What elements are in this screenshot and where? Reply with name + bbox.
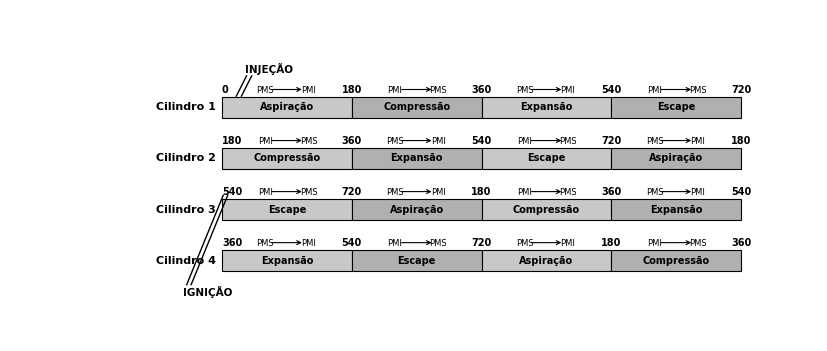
Text: PMI: PMI <box>691 137 705 146</box>
Bar <box>481 250 611 271</box>
Text: PMI: PMI <box>691 188 705 197</box>
Text: 180: 180 <box>222 136 242 146</box>
Text: IGNIÇÃO: IGNIÇÃO <box>184 286 233 298</box>
Text: 720: 720 <box>601 136 621 146</box>
Text: Expansão: Expansão <box>520 102 572 112</box>
Text: PMI: PMI <box>301 86 316 95</box>
Bar <box>351 97 481 118</box>
Text: PMS: PMS <box>646 137 663 146</box>
Bar <box>351 199 481 220</box>
Text: PMS: PMS <box>516 239 533 248</box>
Bar <box>481 97 611 118</box>
Text: 180: 180 <box>342 85 362 95</box>
Text: Expansão: Expansão <box>261 256 313 266</box>
Text: Compressão: Compressão <box>643 256 710 266</box>
Bar <box>611 97 741 118</box>
Text: Aspiração: Aspiração <box>390 205 444 214</box>
Text: 180: 180 <box>601 238 622 248</box>
Text: Compressão: Compressão <box>383 102 450 112</box>
Text: PMI: PMI <box>518 188 533 197</box>
Text: 540: 540 <box>731 187 751 197</box>
Text: PMI: PMI <box>561 86 576 95</box>
Bar <box>351 148 481 169</box>
Text: PMS: PMS <box>689 239 706 248</box>
Text: 540: 540 <box>342 238 362 248</box>
Text: Compressão: Compressão <box>513 205 580 214</box>
Text: PMS: PMS <box>386 188 404 197</box>
Text: 720: 720 <box>731 85 751 95</box>
Text: Expansão: Expansão <box>390 153 442 164</box>
Text: 0: 0 <box>222 85 229 95</box>
Bar <box>222 250 351 271</box>
Bar <box>611 148 741 169</box>
Text: Cilindro 2: Cilindro 2 <box>155 153 216 164</box>
Text: PMS: PMS <box>646 188 663 197</box>
Text: Escape: Escape <box>398 256 436 266</box>
Text: Expansão: Expansão <box>650 205 702 214</box>
Text: PMS: PMS <box>256 239 274 248</box>
Text: 720: 720 <box>342 187 362 197</box>
Text: PMI: PMI <box>431 188 446 197</box>
Bar <box>222 199 351 220</box>
Text: PMS: PMS <box>689 86 706 95</box>
Text: 540: 540 <box>222 187 242 197</box>
Text: 360: 360 <box>342 136 362 146</box>
Text: Escape: Escape <box>268 205 306 214</box>
Bar <box>481 148 611 169</box>
Text: Escape: Escape <box>528 153 566 164</box>
Text: PMI: PMI <box>431 137 446 146</box>
Text: PMS: PMS <box>299 137 318 146</box>
Text: PMI: PMI <box>561 239 576 248</box>
Text: Cilindro 1: Cilindro 1 <box>155 102 216 112</box>
Bar <box>481 199 611 220</box>
Bar <box>611 250 741 271</box>
Bar <box>222 97 351 118</box>
Bar <box>351 250 481 271</box>
Text: Cilindro 3: Cilindro 3 <box>155 205 216 214</box>
Text: 360: 360 <box>471 85 491 95</box>
Text: PMI: PMI <box>518 137 533 146</box>
Text: INJEÇÃO: INJEÇÃO <box>245 63 293 75</box>
Text: 360: 360 <box>731 238 751 248</box>
Text: PMI: PMI <box>258 137 273 146</box>
Text: PMS: PMS <box>429 86 447 95</box>
Text: PMS: PMS <box>559 137 577 146</box>
Text: PMS: PMS <box>386 137 404 146</box>
Text: Aspiração: Aspiração <box>260 102 314 112</box>
Text: PMI: PMI <box>648 86 662 95</box>
Text: PMS: PMS <box>256 86 274 95</box>
Text: Aspiração: Aspiração <box>649 153 703 164</box>
Text: PMS: PMS <box>299 188 318 197</box>
Text: 360: 360 <box>601 187 621 197</box>
Text: 180: 180 <box>731 136 751 146</box>
Text: PMI: PMI <box>648 239 662 248</box>
Text: PMS: PMS <box>429 239 447 248</box>
Text: PMI: PMI <box>301 239 316 248</box>
Text: Cilindro 4: Cilindro 4 <box>155 256 216 266</box>
Text: 540: 540 <box>471 136 491 146</box>
Text: PMS: PMS <box>516 86 533 95</box>
Text: Compressão: Compressão <box>253 153 320 164</box>
Text: 180: 180 <box>471 187 492 197</box>
Bar <box>222 148 351 169</box>
Text: PMI: PMI <box>388 86 403 95</box>
Text: PMI: PMI <box>258 188 273 197</box>
Text: PMI: PMI <box>388 239 403 248</box>
Text: Aspiração: Aspiração <box>519 256 573 266</box>
Text: 540: 540 <box>601 85 621 95</box>
Text: Escape: Escape <box>657 102 696 112</box>
Text: PMS: PMS <box>559 188 577 197</box>
Text: 720: 720 <box>471 238 491 248</box>
Bar <box>611 199 741 220</box>
Text: 360: 360 <box>222 238 242 248</box>
